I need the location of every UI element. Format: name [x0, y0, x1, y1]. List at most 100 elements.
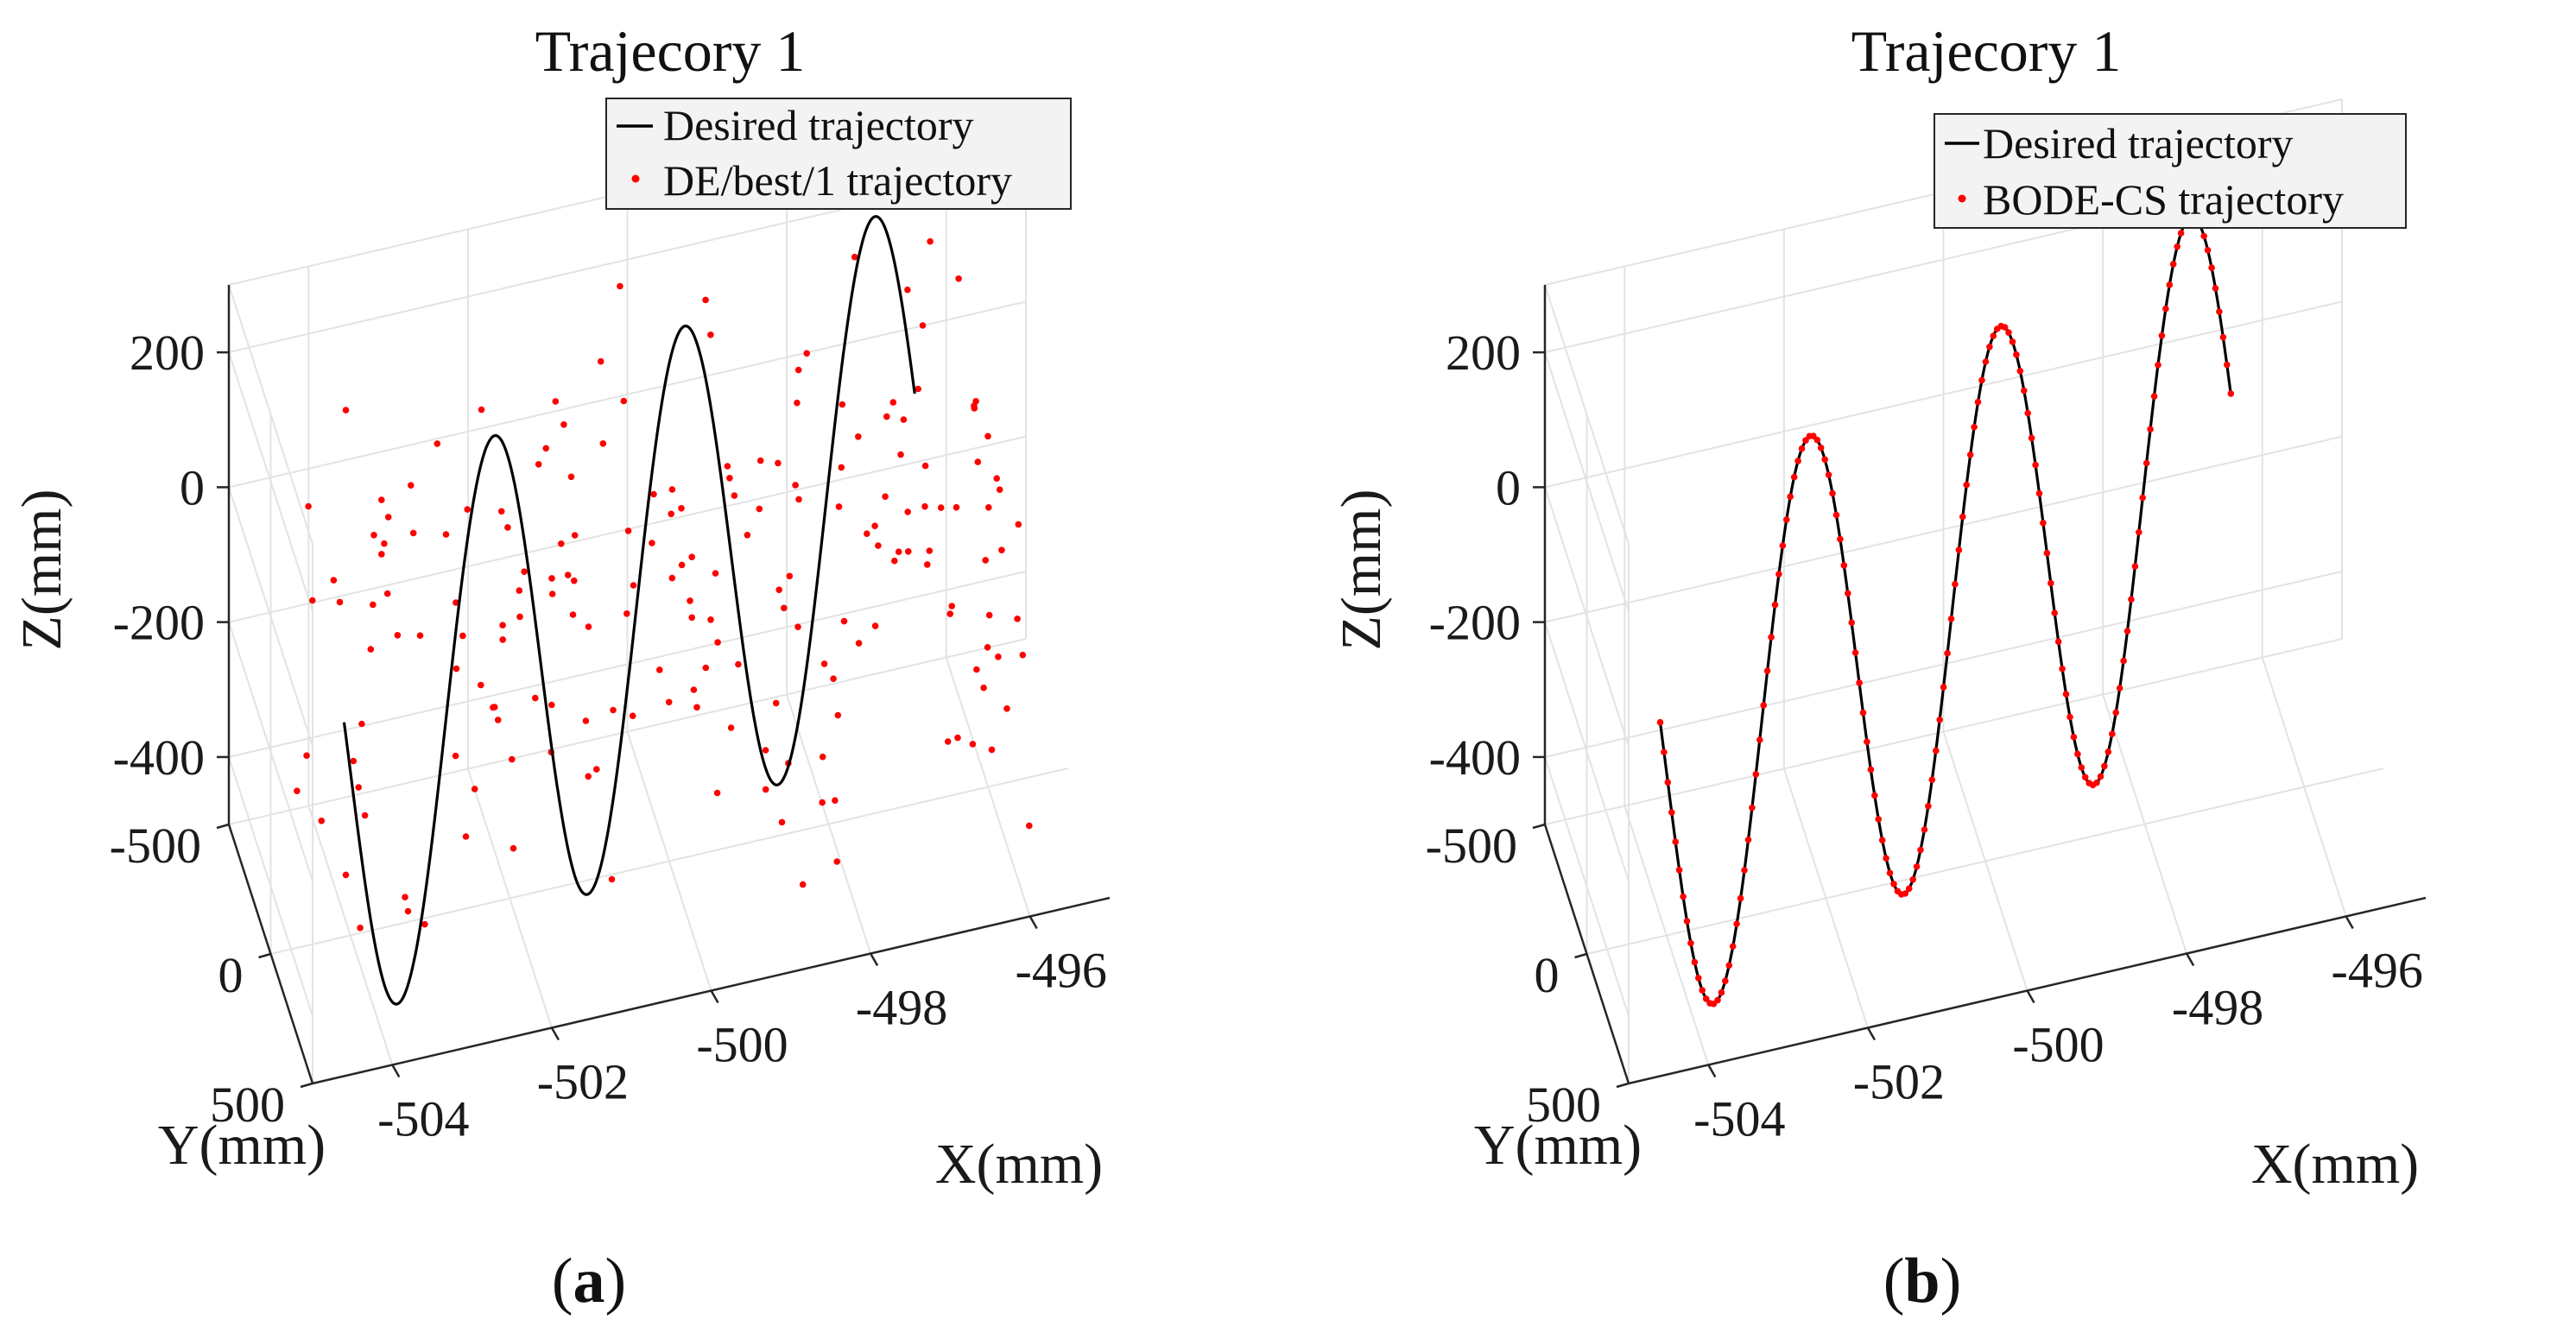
- trajectory-point: [712, 570, 719, 577]
- trajectory-point: [1832, 511, 1840, 519]
- trajectory-point: [552, 398, 560, 405]
- trajectory-point: [1867, 766, 1875, 774]
- trajectory-point: [303, 752, 310, 759]
- trajectory-point: [832, 797, 839, 804]
- grid-line-wall-z: [1544, 622, 1630, 881]
- trajectory-point: [927, 237, 934, 245]
- trajectory-point: [803, 350, 810, 357]
- ticks-a: -504 -502 -500 -498 -496 -500 0 500 -400 -200 0 200: [110, 325, 1107, 1146]
- legend-box-b: [1934, 113, 2407, 229]
- trajectory-point: [1699, 987, 1706, 994]
- trajectory-point: [582, 717, 590, 724]
- trajectory-point: [1825, 471, 1832, 478]
- trajectory-point: [464, 506, 471, 513]
- trajectory-point: [1026, 822, 1033, 830]
- trajectory-point: [2009, 338, 2016, 345]
- trajectory-point: [1756, 736, 1763, 743]
- title-b: Trajecory 1: [1851, 18, 2122, 84]
- trajectory-point: [926, 547, 934, 554]
- trajectory-point: [707, 332, 714, 338]
- legend-a: Desired trajectory DE/best/1 trajectory: [605, 98, 1072, 210]
- trajectory-point: [756, 505, 763, 513]
- trajectory-point: [1744, 837, 1752, 843]
- trajectory-point: [995, 654, 1002, 660]
- trajectory-point: [744, 532, 751, 539]
- trajectory-point: [921, 502, 928, 510]
- trajectory-point: [342, 407, 350, 414]
- y-tick-mark: [1616, 1082, 1630, 1089]
- trajectory-point: [2032, 461, 2039, 469]
- trajectory-point: [453, 599, 459, 606]
- trajectory-point: [2093, 779, 2100, 786]
- trajectory-point: [478, 681, 484, 689]
- trajectory-point: [2158, 332, 2166, 339]
- trajectory-point: [955, 275, 962, 282]
- xlabel-b: X(mm): [2251, 1133, 2419, 1196]
- trajectory-point: [1856, 679, 1863, 686]
- trajectory-point: [404, 907, 412, 915]
- trajectory-point: [599, 440, 607, 447]
- trajectory-point: [1714, 996, 1721, 1004]
- trajectory-point: [1015, 521, 1022, 528]
- x-tick-mark: [1866, 1026, 1876, 1041]
- trajectory-point: [1691, 958, 1699, 966]
- trajectory-point: [1913, 863, 1921, 870]
- trajectory-point: [516, 613, 523, 621]
- trajectory-point: [560, 421, 567, 428]
- y-tick-mark: [1532, 823, 1546, 830]
- trajectory-point: [1675, 867, 1683, 874]
- zlabel-b: Z(mm): [1330, 489, 1393, 651]
- trajectory-point: [678, 505, 685, 512]
- trajectory-point: [984, 433, 991, 440]
- trajectory-point: [2062, 691, 2070, 698]
- trajectory-point: [1790, 473, 1798, 481]
- trajectory-point: [442, 531, 450, 538]
- trajectory-point: [1672, 838, 1679, 845]
- trajectory-point: [2147, 426, 2154, 433]
- y-tick-mark: [1574, 952, 1587, 959]
- x-tick-label: -502: [537, 1054, 629, 1110]
- trajectory-point: [839, 401, 846, 408]
- trajectory-point: [762, 786, 769, 793]
- x-tick-mark: [391, 1064, 401, 1078]
- trajectory-point: [665, 698, 673, 706]
- trajectory-point: [1905, 885, 1913, 893]
- title-a: Trajecory 1: [535, 18, 806, 84]
- trajectory-point: [610, 706, 617, 714]
- trajectory-point: [421, 920, 428, 928]
- trajectory-point: [794, 399, 801, 407]
- grid-line-floor-y: [1586, 767, 2384, 955]
- trajectory-point: [1741, 867, 1748, 874]
- trajectory-point: [1783, 516, 1790, 523]
- trajectory-point: [969, 741, 977, 748]
- trajectory-point: [2005, 329, 2012, 337]
- trajectory-point: [2174, 243, 2180, 250]
- trajectory-point: [840, 617, 848, 625]
- trajectory-point: [1974, 398, 1982, 406]
- trajectory-point: [855, 640, 863, 647]
- trajectory-point: [982, 557, 989, 564]
- trajectory-point: [567, 473, 575, 481]
- grid-line-wall-z: [228, 622, 313, 881]
- trajectory-point: [305, 502, 312, 510]
- trajectory-point: [1680, 893, 1687, 900]
- trajectory-point: [921, 462, 929, 470]
- legend-b: Desired trajectory BODE-CS trajectory: [1934, 113, 2407, 229]
- trajectory-point: [2166, 281, 2174, 288]
- z-tick-label: 200: [130, 325, 205, 381]
- trajectory-point: [624, 527, 632, 534]
- trajectory-point: [996, 486, 1003, 493]
- trajectory-point: [409, 529, 417, 537]
- trajectory-point: [378, 551, 385, 558]
- trajectory-point: [693, 704, 700, 711]
- trajectory-point: [2139, 494, 2146, 502]
- trajectory-point: [1917, 846, 1924, 854]
- grid-line-wall-z2: [1544, 300, 2343, 489]
- trajectory-point: [2177, 230, 2185, 237]
- trajectory-point: [851, 253, 858, 261]
- x-tick-label: -496: [2332, 943, 2423, 999]
- z-tick-label: -200: [1429, 595, 1521, 651]
- x-tick-mark: [550, 1026, 560, 1041]
- trajectory-point: [497, 508, 505, 515]
- trajectory-point: [2070, 733, 2078, 741]
